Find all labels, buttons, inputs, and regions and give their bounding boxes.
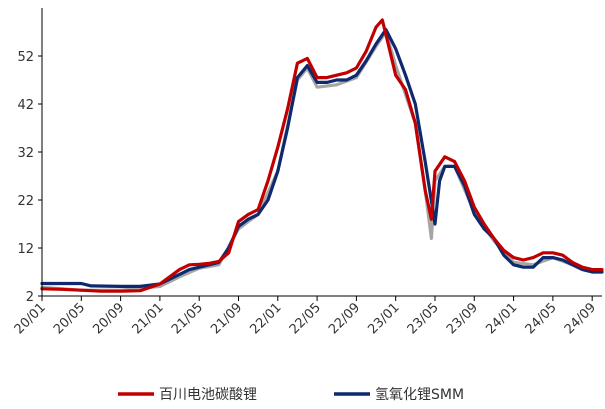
y-tick-label: 32 xyxy=(17,146,34,161)
x-tick-label: 22/09 xyxy=(326,300,363,337)
x-tick-label: 24/01 xyxy=(483,300,520,337)
x-tick-label: 22/01 xyxy=(248,300,285,337)
x-tick-label: 24/09 xyxy=(562,300,599,337)
y-axis-ticks: 2 12 22 32 42 52 xyxy=(17,50,42,305)
x-tick-label: 21/09 xyxy=(208,300,245,337)
legend: 百川电池碳酸锂 氢氧化锂SMM xyxy=(118,387,464,403)
x-tick-label: 23/05 xyxy=(405,300,442,337)
y-tick-label: 22 xyxy=(17,194,34,209)
y-tick-label: 52 xyxy=(17,50,34,65)
y-tick-label: 12 xyxy=(17,242,34,257)
plot-area: 2 12 22 32 42 52 20/01 20/05 20/09 21/01 21/05 21/… xyxy=(12,8,604,337)
y-tick-label: 42 xyxy=(17,98,34,113)
x-tick-label: 20/05 xyxy=(51,300,88,337)
x-tick-label: 20/01 xyxy=(12,300,49,337)
x-tick-label: 20/09 xyxy=(90,300,127,337)
series-line-2 xyxy=(40,30,604,292)
x-tick-label: 23/01 xyxy=(365,300,402,337)
x-tick-label: 22/05 xyxy=(287,300,324,337)
x-tick-label: 24/05 xyxy=(523,300,560,337)
legend-label: 氢氧化锂SMM xyxy=(375,387,464,403)
y-tick-label: 2 xyxy=(26,290,34,305)
series-line-0 xyxy=(40,18,604,293)
x-axis-ticks: 20/01 20/05 20/09 21/01 21/05 21/09 22/01 22/05… xyxy=(12,296,599,337)
legend-label: 百川电池碳酸锂 xyxy=(159,387,257,403)
series-line-1 xyxy=(40,28,604,288)
x-tick-label: 21/05 xyxy=(169,300,206,337)
x-tick-label: 23/09 xyxy=(444,300,481,337)
series-layer xyxy=(40,18,604,293)
x-tick-label: 21/01 xyxy=(130,300,167,337)
